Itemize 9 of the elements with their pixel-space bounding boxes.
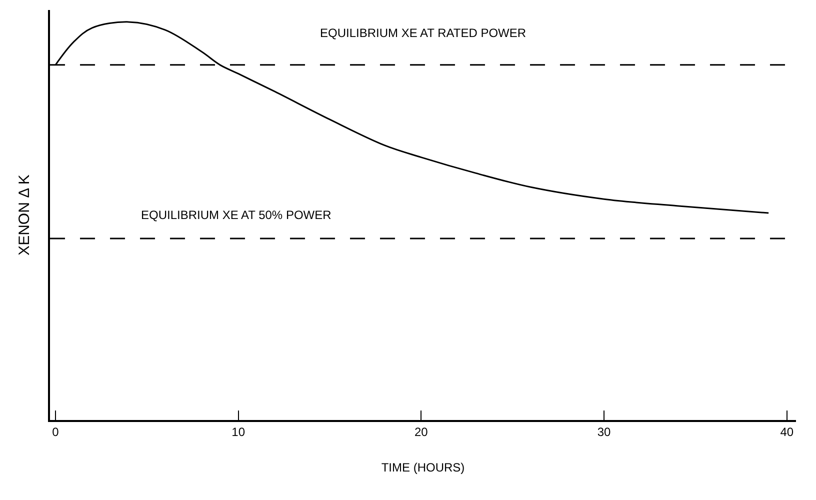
ref-line-label: EQUILIBRIUM XE AT 50% POWER: [141, 208, 332, 222]
x-tick-label: 0: [52, 425, 60, 440]
x-tick-label: 40: [780, 425, 794, 440]
x-tick-label: 30: [597, 425, 612, 440]
x-tick-label: 10: [232, 425, 246, 440]
ref-line-label: EQUILIBRIUM XE AT RATED POWER: [320, 26, 526, 40]
y-axis-title: XENON Δ K: [16, 174, 33, 256]
x-tick-label: 20: [414, 425, 428, 440]
x-axis-title: TIME (HOURS): [381, 460, 465, 475]
